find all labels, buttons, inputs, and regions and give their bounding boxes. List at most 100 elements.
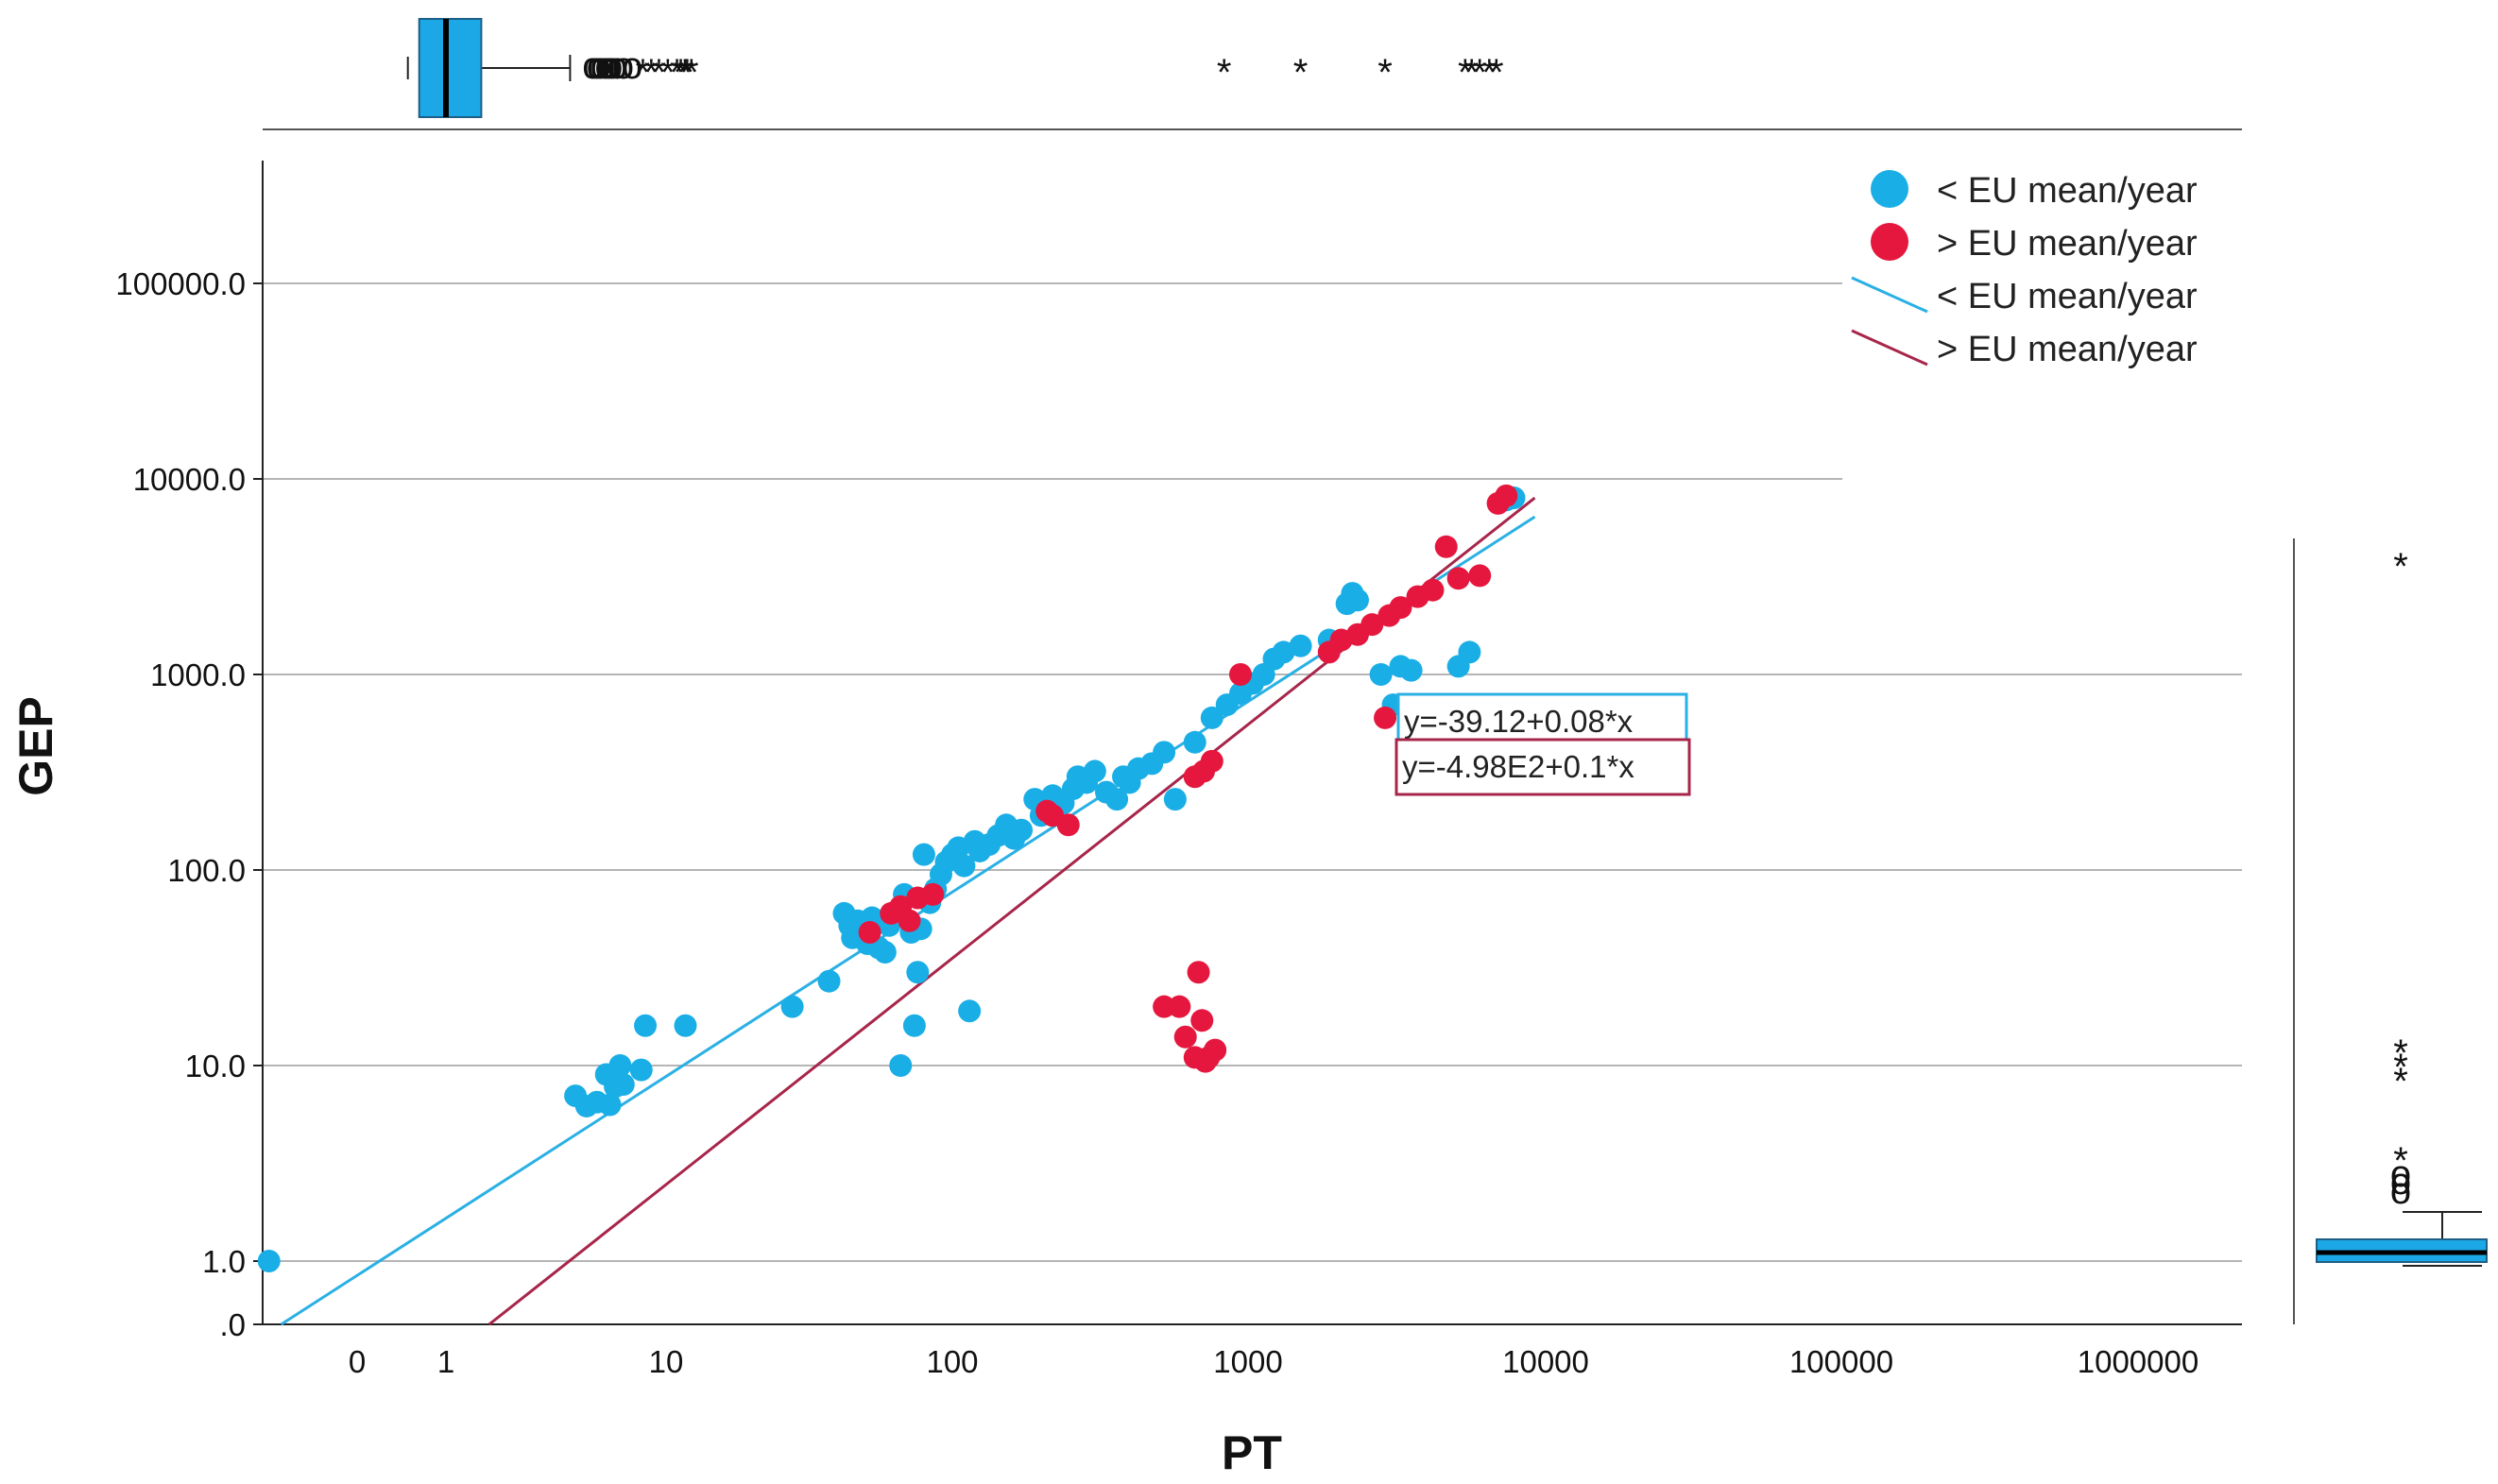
x-tick-label: 1000000: [2078, 1344, 2199, 1379]
data-point: [1468, 564, 1492, 588]
y-axis-title: GEP: [9, 696, 62, 796]
data-point: [873, 940, 897, 964]
y-tick-label: 1.0: [202, 1244, 246, 1279]
data-points: [257, 484, 1526, 1272]
data-point: [1173, 1025, 1197, 1049]
data-point: [1083, 759, 1106, 783]
top-outlier-star: *: [1293, 52, 1309, 94]
legend-marker: [1871, 170, 1908, 208]
right-outlier-star: *: [2393, 1061, 2408, 1102]
data-point: [1200, 706, 1223, 729]
x-tick-labels: 0 1 10 100 1000 10000 100000 1000000: [349, 1344, 2199, 1379]
data-point: [1446, 567, 1470, 590]
data-point: [1289, 634, 1312, 657]
data-point: [1010, 818, 1034, 842]
data-point: [1495, 484, 1518, 507]
data-point: [912, 843, 935, 866]
top-outlier-circle: o: [598, 45, 619, 87]
right-outlier-circle: o: [2390, 1161, 2411, 1203]
top-outlier-star: *: [660, 52, 676, 94]
top-outlier-circle: o: [607, 45, 627, 87]
top-outlier-circle: o: [622, 45, 642, 87]
data-point: [1458, 640, 1481, 664]
top-outlier-star: *: [1377, 52, 1393, 94]
data-point: [1389, 596, 1412, 620]
x-tick-label: 100000: [1789, 1344, 1893, 1379]
data-point: [1399, 658, 1423, 682]
y-tick-labels: .0 1.0 10.0 100.0 1000.0 10000.0 100000.0: [115, 266, 263, 1342]
top-outlier-star: *: [674, 52, 689, 94]
data-point: [1105, 788, 1129, 811]
data-point: [1272, 640, 1295, 664]
x-tick-label: 100: [926, 1344, 978, 1379]
legend-line: [1851, 329, 1928, 367]
legend-marker: [1871, 223, 1908, 261]
data-point: [1421, 578, 1445, 602]
y-tick-label: 100000.0: [115, 266, 246, 301]
top-outlier-circle: o: [582, 45, 603, 87]
equation-label: y=-4.98E2+0.1*x: [1402, 749, 1634, 784]
right-outlier-star: *: [2393, 546, 2408, 588]
top-outlier-star: *: [1217, 52, 1232, 94]
y-tick-label: .0: [219, 1307, 246, 1342]
data-point: [1183, 730, 1206, 754]
y-tick-label: 10000.0: [133, 462, 246, 497]
data-point: [1374, 706, 1397, 729]
top-outlier-star: *: [1458, 52, 1473, 94]
top-outlier-star: *: [1464, 52, 1480, 94]
data-point: [257, 1250, 281, 1272]
data-point: [611, 1073, 635, 1097]
axes: [262, 161, 2242, 1325]
legend: < EU mean/year > EU mean/year < EU mean/ye…: [1851, 170, 2198, 369]
data-point: [1200, 749, 1223, 773]
top-outlier-star: *: [644, 52, 659, 94]
equation-label: y=-39.12+0.08*x: [1404, 704, 1634, 739]
top-outlier-star: *: [1472, 52, 1487, 94]
data-point: [921, 882, 945, 906]
legend-label: < EU mean/year: [1937, 171, 2198, 211]
y-tick-label: 1000.0: [150, 657, 246, 692]
y-tick-label: 10.0: [185, 1049, 246, 1083]
data-point: [1434, 535, 1458, 558]
data-point: [1190, 1009, 1214, 1032]
data-point: [858, 920, 881, 944]
right-outlier-circle: o: [2390, 1170, 2411, 1212]
data-point: [1204, 1038, 1227, 1062]
top-outlier-star: *: [1481, 52, 1497, 94]
x-tick-label: 10: [649, 1344, 684, 1379]
right-outlier-star: *: [2393, 1047, 2408, 1088]
data-point: [634, 1014, 658, 1037]
data-point: [1369, 663, 1393, 686]
data-point: [1187, 961, 1210, 984]
top-outlier-star: *: [652, 52, 667, 94]
x-tick-label: 1: [437, 1344, 454, 1379]
data-point: [958, 999, 982, 1023]
data-point: [598, 1093, 622, 1117]
x-tick-label: 1000: [1213, 1344, 1282, 1379]
top-outlier-circle: o: [590, 45, 610, 87]
data-point: [629, 1058, 653, 1082]
equation-box: [1394, 738, 1691, 796]
top-outlier-star: *: [636, 52, 651, 94]
data-point: [906, 961, 930, 984]
top-outlier-star: *: [1489, 52, 1504, 94]
top-outlier-circle: o: [594, 45, 615, 87]
y-tick-label: 100.0: [167, 853, 246, 888]
top-outlier-star: *: [670, 52, 685, 94]
data-point: [1163, 788, 1187, 811]
data-point: [780, 995, 804, 1018]
legend-line: [1851, 276, 1928, 314]
x-tick-label: 10000: [1502, 1344, 1589, 1379]
data-point: [817, 969, 841, 993]
data-point: [1229, 663, 1252, 686]
x-axis-title: PT: [1222, 1426, 1282, 1479]
right-marginal-boxplot: ooo*****: [2293, 538, 2488, 1324]
data-point: [1153, 741, 1176, 764]
data-point: [898, 909, 921, 932]
top-box-body: [418, 18, 483, 118]
top-outlier-circle: o: [587, 45, 607, 87]
legend-label: > EU mean/year: [1937, 224, 2198, 264]
right-outlier-circle: o: [2390, 1153, 2411, 1195]
